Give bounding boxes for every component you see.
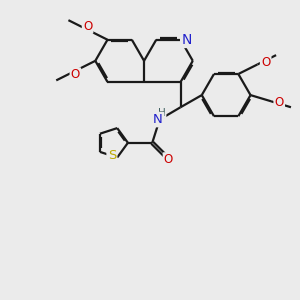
- Text: O: O: [164, 153, 173, 167]
- Text: O: O: [71, 68, 80, 82]
- Text: H: H: [158, 108, 166, 118]
- Text: N: N: [153, 113, 163, 126]
- Text: S: S: [108, 148, 116, 162]
- Text: O: O: [274, 96, 284, 109]
- Text: O: O: [83, 20, 92, 33]
- Text: O: O: [261, 56, 270, 69]
- Text: N: N: [182, 33, 192, 47]
